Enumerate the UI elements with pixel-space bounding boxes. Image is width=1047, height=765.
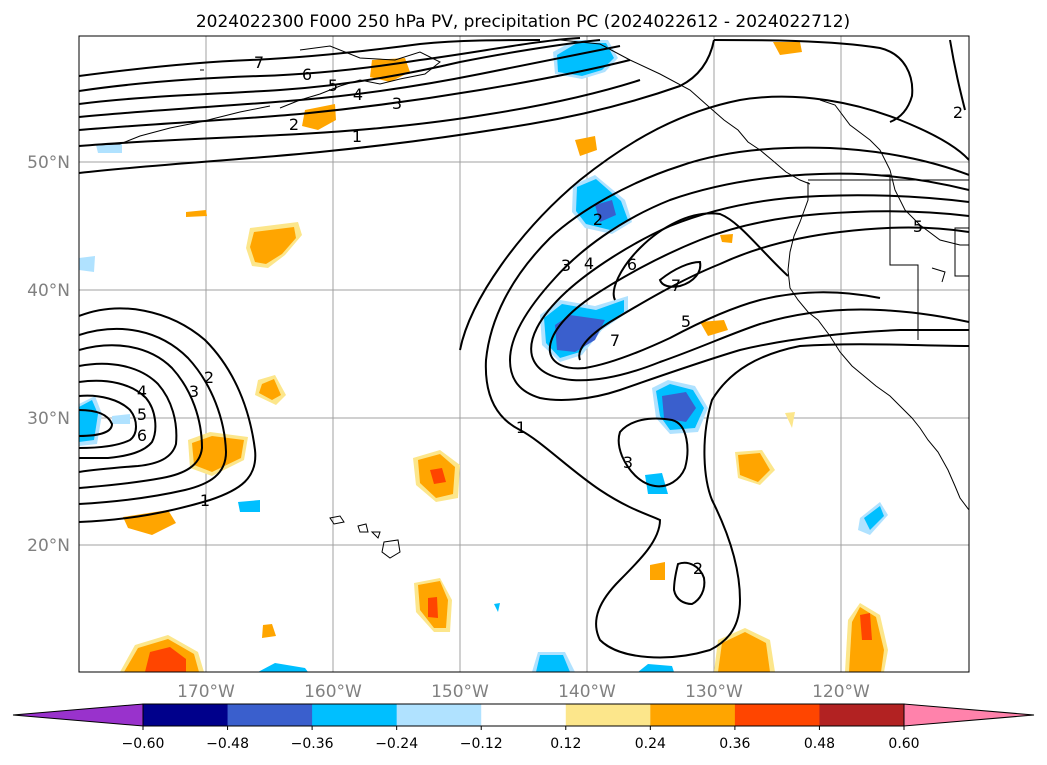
contour-label: 2 (693, 559, 703, 578)
colorbar-tick-label: 0.48 (804, 736, 835, 752)
longitude-labels: 170°W 160°W 150°W 140°W 130°W 120°W (177, 682, 870, 702)
colorbar-segment (227, 704, 313, 726)
contour-label: 5 (913, 217, 923, 236)
colorbar-segment (734, 704, 820, 726)
colorbar-segment (481, 704, 567, 726)
lon-label: 150°W (431, 682, 489, 702)
contour-label: 2 (593, 210, 603, 229)
lon-label: 170°W (177, 682, 235, 702)
contour-label: 7 (610, 331, 620, 350)
colorbar-tick-label: 0.24 (635, 736, 666, 752)
latitude-labels: 50°N 40°N 30°N 20°N (27, 153, 70, 556)
contour-label: 4 (353, 85, 363, 104)
lon-label: 130°W (685, 682, 743, 702)
colorbar-segment (143, 704, 229, 726)
contour-label: 1 (352, 127, 362, 146)
lat-label: 40°N (27, 281, 70, 301)
map-background (79, 36, 969, 672)
map-title: 2024022300 F000 250 hPa PV, precipitatio… (196, 12, 850, 32)
contour-label: 3 (189, 382, 199, 401)
lon-label: 140°W (558, 682, 616, 702)
contour-label: 5 (328, 76, 338, 95)
colorbar-tick-label: −0.60 (122, 736, 165, 752)
pv-contours (79, 37, 969, 659)
contour-label: 5 (137, 405, 147, 424)
contour-label: 5 (681, 312, 691, 331)
colorbar-tick-label: 0.36 (719, 736, 750, 752)
contour-label: 1 (200, 491, 210, 510)
map-panel: 7 6 5 4 3 2 1 2 3 4 5 6 1 3 4 6 7 5 7 1 (78, 35, 970, 673)
contour-label: 7 (254, 53, 264, 72)
contour-labels: 7 6 5 4 3 2 1 2 3 4 5 6 1 3 4 6 7 5 7 1 (137, 53, 963, 578)
lon-label: 160°W (304, 682, 362, 702)
contour-label: 7 (671, 276, 681, 295)
coastlines (95, 39, 969, 559)
colorbar-extend-high (903, 703, 1035, 727)
lon-label: 120°W (812, 682, 870, 702)
contour-label: 2 (953, 103, 963, 122)
colorbar-segment (565, 704, 651, 726)
contour-label: 6 (302, 65, 312, 84)
precip-shading (79, 40, 888, 672)
colorbar-tick-label: 0.12 (550, 736, 581, 752)
colorbar-tick-label: 0.60 (888, 736, 919, 752)
lat-label: 30°N (27, 409, 70, 429)
colorbar: −0.60 −0.48 −0.36 −0.24 −0.12 0.12 0.24 0.36 0.4… (12, 703, 1035, 752)
colorbar-tick-label: −0.48 (206, 736, 249, 752)
colorbar-segment (819, 704, 905, 726)
colorbar-frame (142, 703, 905, 727)
gridlines (79, 36, 969, 672)
colorbar-tick-label: −0.12 (460, 736, 503, 752)
colorbar-segment (312, 704, 398, 726)
colorbar-extend-low (12, 703, 144, 727)
contour-label: 3 (623, 453, 633, 472)
contour-label: 4 (584, 254, 594, 273)
contour-label: 6 (137, 426, 147, 445)
contour-label: 2 (204, 368, 214, 387)
colorbar-segment (650, 704, 736, 726)
contour-label: 3 (561, 256, 571, 275)
lat-label: 20°N (27, 536, 70, 556)
map-frame (78, 35, 970, 673)
contour-label: 4 (137, 382, 147, 401)
lat-label: 50°N (27, 153, 70, 173)
colorbar-segment (396, 704, 482, 726)
contour-label: 6 (627, 255, 637, 274)
contour-label: 1 (516, 418, 526, 437)
contour-label: 3 (392, 94, 402, 113)
colorbar-tick-label: −0.24 (375, 736, 418, 752)
contour-label: 2 (289, 115, 299, 134)
colorbar-tick-label: −0.36 (291, 736, 334, 752)
